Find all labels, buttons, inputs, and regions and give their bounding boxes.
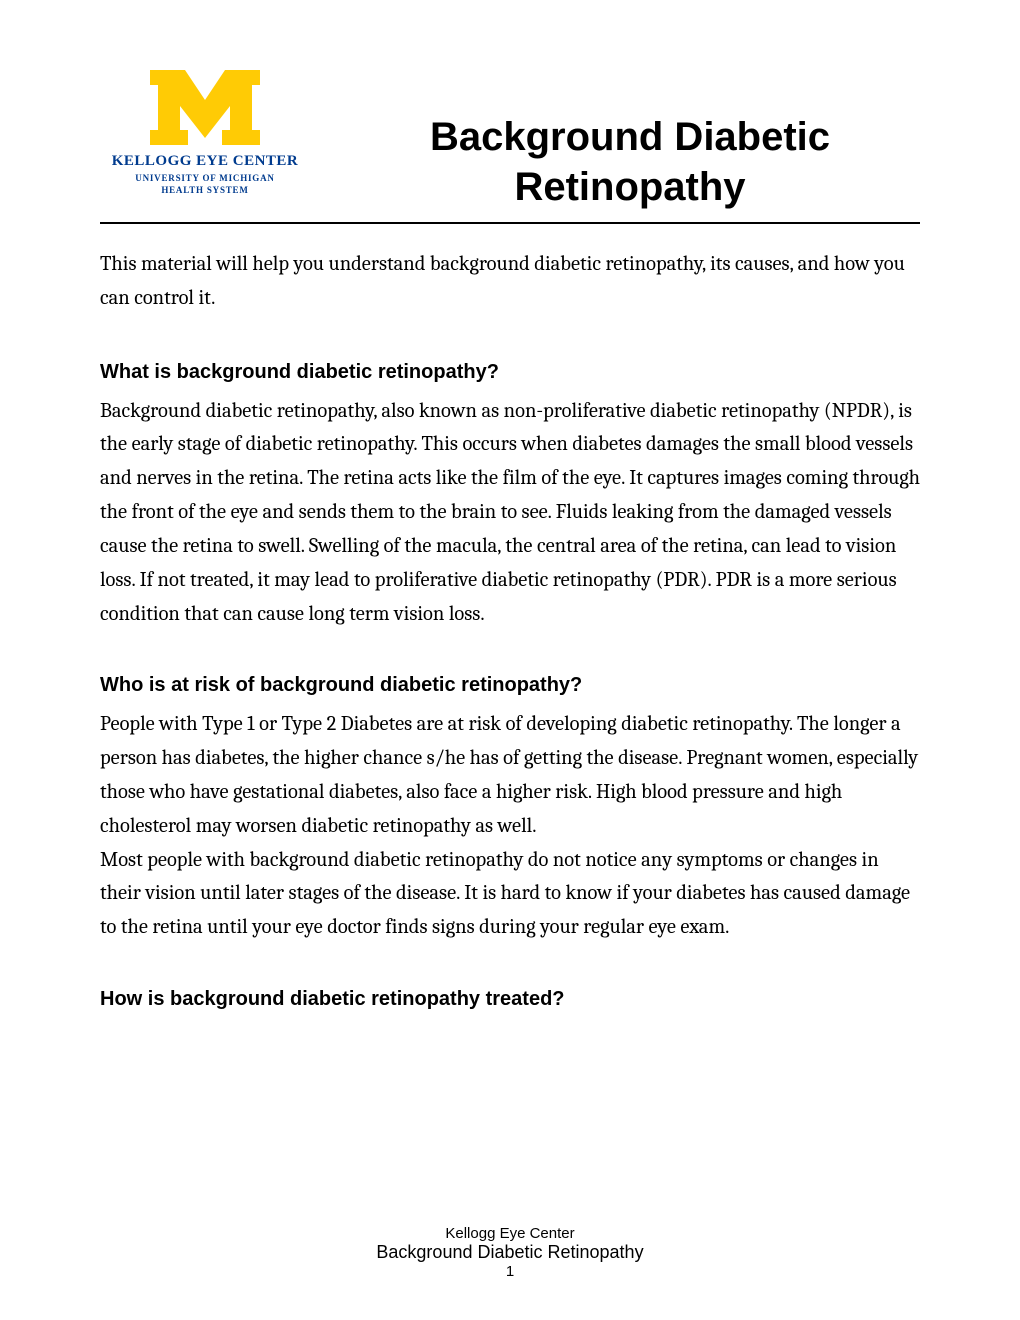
michigan-m-icon — [150, 70, 260, 145]
section-3: How is background diabetic retinopathy t… — [100, 983, 920, 1016]
footer-title: Background Diabetic Retinopathy — [0, 1242, 1020, 1263]
section-heading: What is background diabetic retinopathy? — [100, 356, 920, 389]
page-title: Background Diabetic Retinopathy — [340, 70, 920, 212]
footer-org: Kellogg Eye Center — [0, 1225, 1020, 1242]
logo-secondary-text: UNIVERSITY OF MICHIGAN HEALTH SYSTEM — [135, 173, 274, 196]
logo-block: KELLOGG EYE CENTER UNIVERSITY OF MICHIGA… — [100, 70, 310, 196]
footer: Kellogg Eye Center Background Diabetic R… — [0, 1225, 1020, 1280]
intro-paragraph: This material will help you understand b… — [100, 248, 920, 316]
header: KELLOGG EYE CENTER UNIVERSITY OF MICHIGA… — [100, 70, 920, 224]
section-body: People with Type 1 or Type 2 Diabetes ar… — [100, 708, 920, 945]
section-1: What is background diabetic retinopathy?… — [100, 356, 920, 632]
footer-page-number: 1 — [0, 1263, 1020, 1280]
section-2: Who is at risk of background diabetic re… — [100, 669, 920, 945]
logo-primary-text: KELLOGG EYE CENTER — [112, 153, 299, 170]
content: This material will help you understand b… — [100, 248, 920, 1016]
section-body: Background diabetic retinopathy, also kn… — [100, 395, 920, 632]
section-heading: How is background diabetic retinopathy t… — [100, 983, 920, 1016]
section-heading: Who is at risk of background diabetic re… — [100, 669, 920, 702]
